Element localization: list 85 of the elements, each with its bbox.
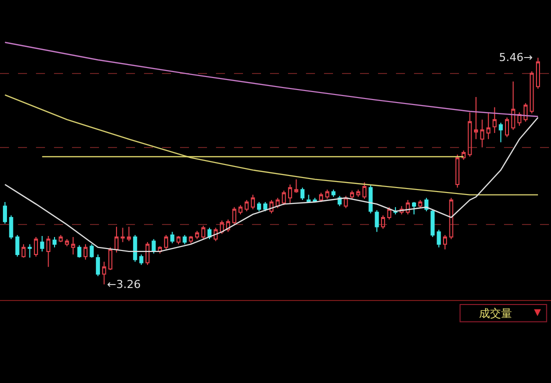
candlestick — [114, 226, 119, 253]
candlestick — [474, 96, 478, 140]
candlestick — [486, 112, 490, 140]
candlestick — [443, 234, 448, 250]
candlestick — [126, 226, 131, 242]
annotation: ←3.26 — [107, 278, 141, 291]
candlestick — [28, 244, 32, 258]
candlestick — [226, 219, 230, 232]
candlestick — [176, 235, 181, 245]
candlestick — [164, 234, 168, 250]
candlestick — [108, 246, 112, 270]
candlestick — [71, 236, 76, 256]
candlestick — [300, 187, 304, 200]
candlestick — [449, 197, 454, 240]
candlestick — [406, 199, 410, 215]
candlestick — [84, 244, 88, 260]
candlestick — [145, 242, 150, 266]
candlestick — [244, 199, 249, 212]
candlestick — [430, 208, 435, 238]
candlestick — [64, 238, 69, 247]
candlestick — [250, 194, 255, 210]
candlestick — [524, 102, 528, 122]
annotation: 5.46→ — [499, 51, 533, 64]
candlestick — [381, 214, 386, 230]
candlestick — [480, 119, 484, 148]
candlestick — [58, 234, 63, 243]
candlestick — [120, 227, 125, 243]
candlestick — [374, 210, 379, 232]
candlestick — [331, 189, 336, 198]
candlestick — [40, 235, 44, 252]
candlestick — [170, 231, 174, 244]
candlestick — [492, 106, 497, 134]
candlestick — [511, 81, 516, 130]
candlestick — [22, 244, 26, 258]
candlestick — [77, 244, 82, 258]
candlestick — [269, 199, 274, 214]
candlestick — [418, 199, 422, 209]
candlestick — [182, 234, 187, 245]
candlestick — [195, 230, 200, 240]
candlestick — [400, 206, 404, 215]
candlestick — [263, 202, 268, 212]
candlestick — [319, 192, 324, 202]
candlestick — [139, 254, 144, 266]
candlestick — [201, 225, 206, 240]
candlestick — [536, 57, 540, 90]
candlestick — [52, 236, 57, 248]
candlestick — [102, 261, 106, 285]
candlestick — [46, 235, 50, 268]
candlestick — [436, 229, 441, 248]
candlestick — [96, 254, 100, 277]
candlestick — [90, 244, 94, 258]
candlestick — [325, 189, 330, 200]
candlestick — [152, 238, 156, 254]
candlestick — [34, 236, 38, 258]
candlestick — [232, 206, 236, 226]
candlestick — [294, 178, 298, 194]
candlestick — [412, 202, 416, 215]
candlestick — [276, 197, 280, 209]
candlestick — [498, 122, 503, 143]
candlestick — [368, 185, 373, 214]
candlestick — [2, 202, 7, 224]
candlestick — [220, 220, 224, 234]
candlestick — [387, 206, 392, 220]
candlestick — [282, 190, 286, 206]
candlestick — [504, 117, 510, 138]
candlestick — [468, 112, 472, 158]
candlestick — [238, 204, 242, 215]
candlestick — [517, 112, 522, 126]
candlestick — [530, 70, 534, 114]
candlestick — [158, 246, 162, 254]
candlestick — [15, 234, 20, 258]
candlestick — [214, 227, 218, 242]
candlestick — [462, 150, 466, 160]
text: ▼ — [534, 308, 541, 318]
candlestick — [257, 202, 262, 212]
candlestick — [344, 195, 348, 209]
candlestick — [356, 189, 360, 198]
candlestick — [350, 190, 354, 200]
candlestick — [362, 182, 366, 200]
candlestick — [455, 154, 460, 188]
candlestick — [288, 184, 292, 204]
text: 成交量 — [479, 307, 512, 320]
candlestick — [9, 214, 14, 240]
candlestick — [188, 235, 193, 244]
candlestick — [133, 234, 138, 262]
